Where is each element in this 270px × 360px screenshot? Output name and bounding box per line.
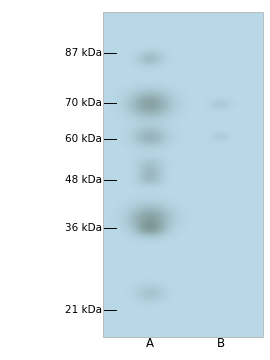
Text: 60 kDa: 60 kDa [65, 134, 102, 144]
Text: 70 kDa: 70 kDa [65, 98, 102, 108]
Text: 87 kDa: 87 kDa [65, 48, 102, 58]
Text: 48 kDa: 48 kDa [65, 175, 102, 185]
Text: A: A [146, 337, 154, 350]
FancyBboxPatch shape [103, 12, 263, 337]
Text: 21 kDa: 21 kDa [65, 305, 102, 315]
Text: 36 kDa: 36 kDa [65, 223, 102, 233]
Text: B: B [217, 337, 225, 350]
